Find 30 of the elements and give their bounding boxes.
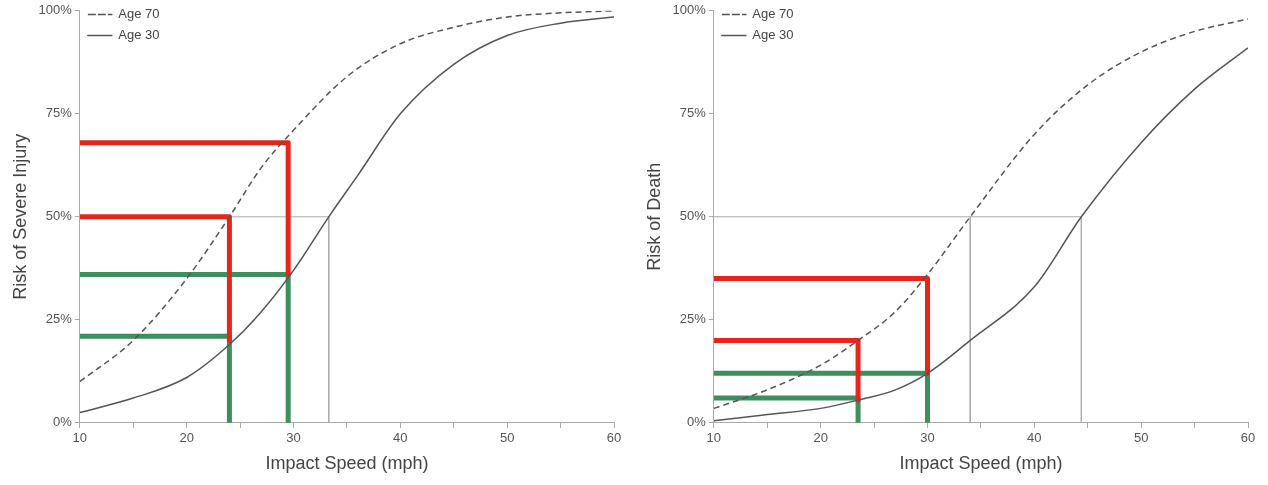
y-tick-label: 0% bbox=[687, 414, 707, 430]
x-tick-label: 40 bbox=[393, 430, 408, 446]
legend-label: Age 70 bbox=[118, 6, 160, 22]
y-axis-title: Risk of Severe Injury bbox=[9, 133, 30, 300]
y-tick-label: 50% bbox=[679, 208, 707, 224]
x-tick-label: 50 bbox=[499, 430, 515, 446]
y-tick-label: 100% bbox=[38, 2, 73, 18]
legend-label: Age 70 bbox=[752, 6, 794, 22]
x-tick-label: 10 bbox=[72, 430, 88, 446]
x-tick-label: 60 bbox=[606, 430, 622, 446]
x-tick-label: 40 bbox=[1027, 430, 1042, 446]
y-tick-label: 75% bbox=[45, 105, 73, 121]
y-tick-label: 25% bbox=[679, 311, 707, 327]
x-tick-label: 30 bbox=[920, 430, 935, 446]
y-tick-label: 50% bbox=[45, 208, 73, 224]
x-tick-label: 30 bbox=[286, 430, 301, 446]
legend-label: Age 30 bbox=[118, 27, 160, 43]
x-tick-label: 50 bbox=[1133, 430, 1149, 446]
y-tick-label: 25% bbox=[45, 311, 73, 327]
y-axis-title: Risk of Death bbox=[643, 162, 664, 271]
x-tick-label: 10 bbox=[706, 430, 722, 446]
x-axis-title: Impact Speed (mph) bbox=[899, 453, 1063, 474]
y-tick-label: 75% bbox=[679, 105, 707, 121]
x-axis-title: Impact Speed (mph) bbox=[265, 453, 429, 474]
x-tick-label: 20 bbox=[813, 430, 828, 446]
x-tick-label: 20 bbox=[179, 430, 194, 446]
y-tick-label: 100% bbox=[672, 2, 707, 18]
y-tick-label: 0% bbox=[53, 414, 73, 430]
x-tick-label: 60 bbox=[1240, 430, 1256, 446]
legend-label: Age 30 bbox=[752, 27, 794, 43]
